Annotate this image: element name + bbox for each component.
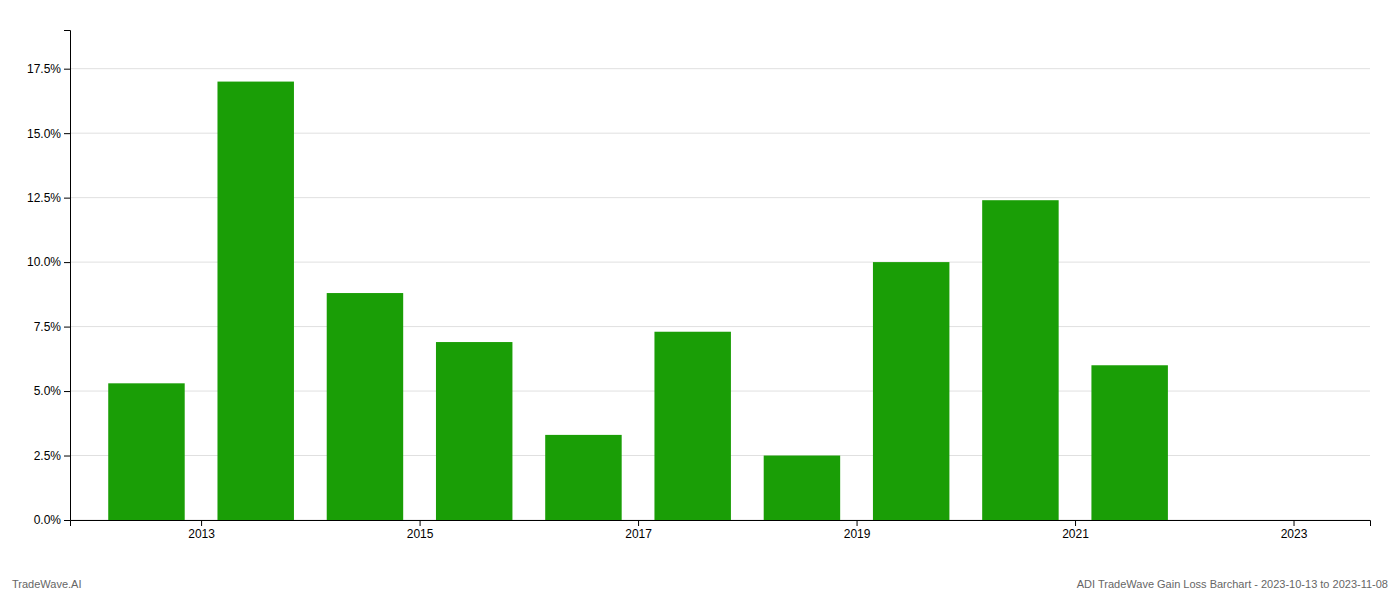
y-tick-mark — [64, 133, 70, 134]
bar — [217, 82, 293, 520]
footer-left: TradeWave.AI — [12, 578, 82, 590]
bar — [654, 332, 730, 520]
y-tick-label: 10.0% — [27, 255, 61, 269]
x-tick-label: 2019 — [844, 527, 871, 541]
y-tick: 5.0% — [34, 384, 70, 398]
x-tick: 2017 — [625, 520, 652, 541]
x-axis: 2013 2015 2017 2019 2021 2023 — [71, 520, 1371, 541]
y-tick: 7.5% — [34, 320, 70, 334]
x-tick-mark — [420, 520, 421, 526]
x-tick-mark — [201, 520, 202, 526]
grid — [70, 69, 1370, 520]
y-tick-mark — [64, 262, 70, 263]
x-tick-label: 2017 — [625, 527, 652, 541]
y-tick-label: 2.5% — [34, 449, 62, 463]
x-tick: 2023 — [1281, 520, 1308, 541]
x-tick: 2019 — [844, 520, 871, 541]
y-axis: 0.0% 2.5% 5.0% 7.5% 10.0% 12.5% 15.0% 17.5% — [27, 31, 71, 528]
y-tick-label: 0.0% — [34, 513, 62, 527]
bar — [545, 435, 621, 520]
bar — [764, 456, 840, 520]
y-tick-mark — [64, 69, 70, 70]
x-tick: 2013 — [188, 520, 215, 541]
y-tick: 2.5% — [34, 449, 70, 463]
y-tick-mark — [64, 327, 70, 328]
x-tick-label: 2021 — [1062, 527, 1089, 541]
x-tick: 2021 — [1062, 520, 1089, 541]
bar — [873, 262, 949, 520]
bars — [108, 82, 1168, 520]
y-tick: 17.5% — [27, 62, 70, 76]
x-tick-label: 2015 — [407, 527, 434, 541]
x-axis-line — [71, 521, 1371, 527]
bar — [327, 293, 403, 520]
x-tick-mark — [1075, 520, 1076, 526]
grid-line — [70, 68, 1370, 69]
y-tick-mark — [64, 391, 70, 392]
y-axis-line — [64, 31, 71, 521]
y-tick-label: 7.5% — [34, 320, 62, 334]
y-tick: 0.0% — [34, 513, 70, 527]
bar — [108, 383, 184, 520]
y-tick-mark — [64, 520, 70, 521]
y-tick: 10.0% — [27, 255, 70, 269]
bar — [1091, 365, 1167, 520]
y-tick-mark — [64, 198, 70, 199]
x-tick: 2015 — [407, 520, 434, 541]
plot: 0.0% 2.5% 5.0% 7.5% 10.0% 12.5% 15.0% 17.5% 2013… — [27, 31, 1371, 541]
x-tick-mark — [1294, 520, 1295, 526]
x-tick-mark — [638, 520, 639, 526]
y-tick-label: 12.5% — [27, 191, 61, 205]
y-tick-mark — [64, 456, 70, 457]
footer-right: ADI TradeWave Gain Loss Barchart - 2023-… — [1077, 578, 1388, 590]
chart: 0.0% 2.5% 5.0% 7.5% 10.0% 12.5% 15.0% 17.5% 2013… — [0, 0, 1400, 600]
y-tick-label: 5.0% — [34, 384, 62, 398]
x-tick-label: 2013 — [188, 527, 215, 541]
bar — [436, 342, 512, 520]
y-tick: 15.0% — [27, 126, 70, 140]
y-tick: 12.5% — [27, 191, 70, 205]
x-tick-label: 2023 — [1281, 527, 1308, 541]
y-tick-label: 17.5% — [27, 62, 61, 76]
y-tick-label: 15.0% — [27, 126, 61, 140]
bar — [982, 200, 1058, 520]
x-tick-mark — [857, 520, 858, 526]
